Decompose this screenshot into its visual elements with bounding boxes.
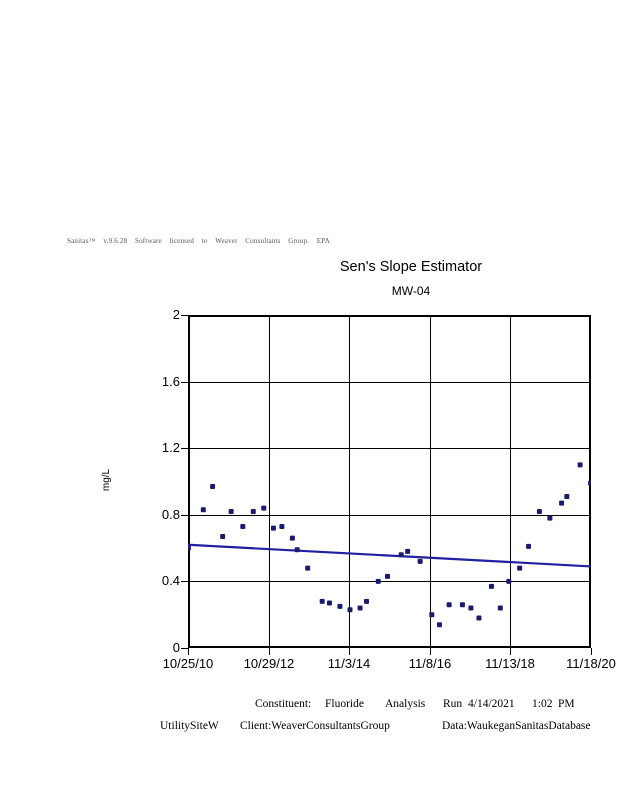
x-tick	[349, 648, 350, 655]
x-tick-label: 11/3/14	[327, 656, 371, 671]
data-point	[517, 565, 523, 571]
data-point	[375, 578, 381, 584]
constituent-value: Fluoride	[325, 698, 364, 710]
data-point	[279, 523, 285, 529]
data-source: Data:WaukeganSanitasDatabase	[442, 720, 591, 732]
data-point	[261, 505, 267, 511]
sen-trend-line	[187, 543, 592, 568]
data-point	[289, 535, 295, 541]
data-point	[468, 605, 474, 611]
y-tick-label: 0.8	[161, 507, 180, 522]
data-point	[384, 573, 390, 579]
plot-area	[185, 315, 594, 648]
data-point	[185, 545, 191, 551]
y-tick	[181, 315, 188, 316]
y-tick	[181, 581, 188, 582]
y-tick	[181, 448, 188, 449]
data-point	[319, 598, 325, 604]
x-tick-label: 11/13/18	[485, 656, 535, 671]
plot-canvas	[185, 315, 594, 648]
data-point	[364, 598, 370, 604]
data-point	[446, 602, 452, 608]
data-point	[220, 533, 226, 539]
data-point	[559, 500, 565, 506]
data-point	[526, 543, 532, 549]
run-date: 4/14/2021	[468, 698, 515, 710]
x-tick	[510, 648, 511, 655]
data-point	[429, 612, 435, 618]
data-point	[405, 548, 411, 554]
run-label: Run	[443, 698, 463, 710]
y-tick	[181, 515, 188, 516]
y-tick-label: 1.6	[161, 374, 180, 389]
data-point	[294, 547, 300, 553]
chart-title: Sen's Slope Estimator	[339, 259, 483, 275]
data-point	[506, 578, 512, 584]
data-point	[270, 525, 276, 531]
constituent-label: Constituent:	[255, 698, 312, 710]
data-point	[436, 622, 442, 628]
data-point	[250, 508, 256, 514]
data-point	[326, 600, 332, 606]
plot-border	[188, 315, 591, 648]
x-tick	[269, 648, 270, 655]
x-tick-label: 10/29/12	[243, 656, 295, 671]
y-tick-label: 2	[172, 307, 180, 322]
x-tick-label: 11/8/16	[408, 656, 452, 671]
y-tick-label: 0	[172, 640, 180, 655]
analysis-label: Analysis	[385, 698, 426, 710]
data-point	[398, 552, 404, 558]
data-point	[337, 603, 343, 609]
data-point	[476, 615, 482, 621]
run-time: 1:02	[532, 698, 553, 710]
y-tick-label: 0.4	[161, 573, 180, 588]
data-point	[210, 483, 216, 489]
data-point	[347, 607, 353, 613]
y-axis-label: mg/L	[101, 468, 112, 492]
data-point	[357, 605, 363, 611]
data-point	[577, 462, 583, 468]
data-point	[536, 508, 542, 514]
x-tick	[188, 648, 189, 655]
x-tick	[430, 648, 431, 655]
data-point	[547, 515, 553, 521]
client-name: Client:WeaverConsultantsGroup	[240, 720, 390, 732]
x-tick-label: 10/25/10	[162, 656, 214, 671]
data-point	[488, 583, 494, 589]
run-ampm: PM	[558, 698, 575, 710]
data-point	[305, 565, 311, 571]
data-point	[240, 523, 246, 529]
data-point	[564, 493, 570, 499]
data-point	[200, 507, 206, 513]
chart-subtitle: MW-04	[391, 284, 431, 298]
data-point	[497, 605, 503, 611]
data-point	[417, 558, 423, 564]
y-tick	[181, 382, 188, 383]
data-point	[228, 508, 234, 514]
data-point	[588, 480, 594, 486]
x-tick-label: 11/18/20	[566, 656, 616, 671]
x-tick	[591, 648, 592, 655]
y-tick-label: 1.2	[161, 440, 180, 455]
data-point	[459, 602, 465, 608]
site-name: UtilitySiteW	[160, 720, 219, 732]
y-tick	[181, 648, 188, 649]
license-line: Sanitas™ v.9.6.28 Software licensed to W…	[67, 237, 330, 245]
